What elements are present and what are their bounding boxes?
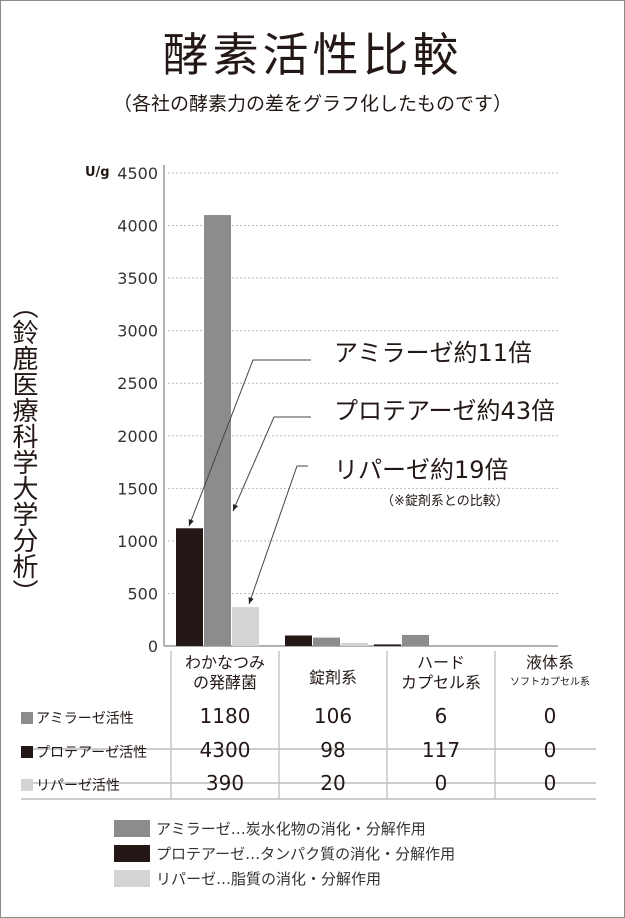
y-tick-label: 2000	[117, 427, 158, 446]
legend-swatch	[21, 746, 33, 758]
column-header: 液体系ソフトカプセル系	[495, 653, 605, 693]
y-tick-label: 500	[127, 584, 158, 603]
bar	[341, 642, 368, 646]
legend-item: リパーゼ…脂質の消化・分解作用	[114, 868, 381, 889]
bar	[176, 528, 203, 646]
bar	[313, 637, 340, 646]
table-row-label: リパーゼ活性	[21, 773, 120, 797]
legend-item: アミラーゼ…炭水化物の消化・分解作用	[114, 818, 426, 839]
table-row-label: アミラーゼ活性	[21, 706, 134, 730]
bar	[285, 635, 312, 646]
legend-swatch	[114, 820, 150, 837]
legend-text: プロテアーゼ…タンパク質の消化・分解作用	[156, 845, 456, 863]
table-row-label: プロテアーゼ活性	[21, 740, 147, 764]
column-header-line: カプセル系	[400, 673, 481, 692]
y-tick-label: 1000	[117, 532, 158, 551]
legend-text: アミラーゼ…炭水化物の消化・分解作用	[156, 820, 426, 838]
annotation-label: リパーゼ約19倍	[334, 456, 509, 484]
column-header-line: わかなつみ	[184, 653, 265, 672]
source-label: （鈴鹿医療科学大学分析）	[8, 293, 38, 605]
bar	[374, 644, 401, 646]
table-cell: 4300	[199, 738, 251, 762]
table-cell: 0	[543, 704, 557, 728]
annotation-label: プロテアーゼ約43倍	[334, 397, 555, 425]
bar	[232, 607, 259, 646]
bar	[402, 634, 429, 646]
row-label-text: リパーゼ活性	[36, 778, 120, 794]
y-tick-label: 4000	[117, 217, 158, 236]
y-tick-label: 2500	[117, 374, 158, 393]
arrow-head-icon	[248, 597, 254, 604]
leader-line	[188, 359, 311, 527]
column-header-line: ハード	[416, 653, 465, 672]
column-header-line: ソフトカプセル系	[510, 677, 590, 688]
table-cell: 390	[205, 771, 245, 795]
legend-item: プロテアーゼ…タンパク質の消化・分解作用	[114, 843, 455, 864]
y-tick-label: 1500	[117, 479, 158, 498]
column-header: ハード カプセル系	[387, 653, 495, 693]
column-header-line: 液体系	[525, 653, 574, 672]
column-header-line: 錠剤系	[308, 668, 357, 687]
table-cell: 117	[421, 738, 461, 762]
table-cell: 0	[434, 771, 448, 795]
legend-swatch	[21, 712, 33, 724]
table-cell: 1180	[199, 704, 251, 728]
bar	[204, 215, 231, 647]
leader-line	[232, 416, 311, 512]
column-header: わかなつみ の発酵菌	[171, 653, 279, 693]
chart-title: 酵素活性比較	[162, 28, 463, 82]
column-header-line: の発酵菌	[192, 673, 257, 692]
arrow-head-icon	[233, 504, 239, 511]
y-tick-label: 4500	[117, 164, 158, 183]
legend-swatch	[114, 845, 150, 862]
legend-swatch	[21, 779, 33, 791]
table-cell: 0	[543, 738, 557, 762]
column-header: 錠剤系	[279, 668, 387, 688]
annotation-label: アミラーゼ約11倍	[334, 339, 532, 367]
table-cell: 106	[313, 704, 353, 728]
y-tick-label: 3000	[117, 322, 158, 341]
chart-subtitle: （各社の酵素力の差をグラフ化したものです）	[112, 93, 512, 115]
row-label-text: アミラーゼ活性	[36, 711, 134, 727]
y-tick-label: 3500	[117, 269, 158, 288]
leader-line	[248, 465, 308, 605]
legend-swatch	[114, 870, 150, 887]
y-tick-label: 0	[148, 637, 158, 656]
arrow-head-icon	[188, 519, 194, 526]
annotation-note: （※錠剤系との比較）	[381, 493, 509, 509]
row-label-text: プロテアーゼ活性	[36, 745, 148, 761]
table-cell: 98	[320, 738, 346, 762]
y-unit-label: U/g	[85, 165, 110, 180]
table-cell: 6	[434, 704, 448, 728]
table-cell: 0	[543, 771, 557, 795]
legend-text: リパーゼ…脂質の消化・分解作用	[156, 870, 382, 888]
table-cell: 20	[320, 771, 346, 795]
